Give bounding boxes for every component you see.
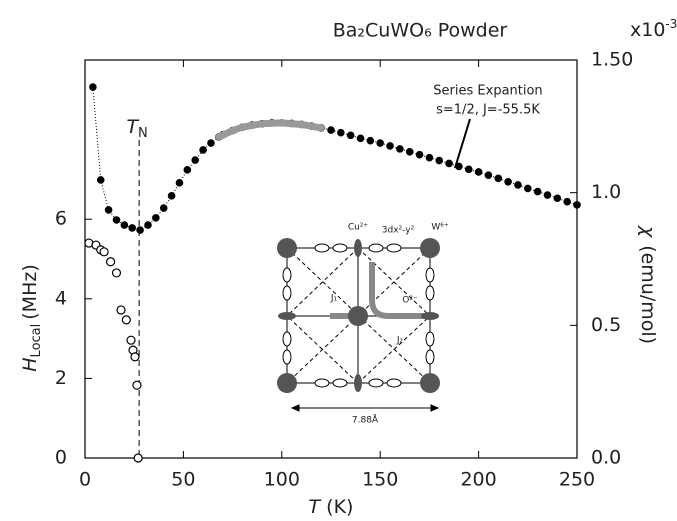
open-point	[133, 453, 143, 463]
y2-tick-label: 0.0	[591, 447, 621, 469]
y-tick-label: 2	[55, 367, 67, 389]
inset-label: Cu²⁺	[348, 223, 369, 233]
open-point	[116, 305, 126, 315]
point	[120, 221, 129, 229]
inset-lattice	[277, 238, 440, 412]
point	[425, 153, 434, 162]
y-tick-label: 0	[55, 447, 67, 469]
point	[128, 224, 137, 232]
y2-multiplier: x10-3	[630, 17, 677, 41]
x-tick-label: 150	[362, 469, 398, 491]
x-tick-label: 0	[79, 469, 91, 491]
chart-title: Ba₂CuWO₆ Powder	[333, 20, 508, 42]
point	[346, 131, 355, 140]
point	[396, 145, 404, 153]
point	[484, 171, 493, 179]
point	[183, 166, 192, 174]
y-axis-label: HLocal(MHz)	[19, 264, 44, 371]
point	[167, 192, 176, 200]
point	[445, 159, 453, 168]
point	[514, 181, 522, 189]
annotation: s=1/2, J=-55.5K	[436, 103, 540, 118]
point	[455, 162, 463, 171]
point	[366, 136, 375, 145]
open-point	[130, 352, 140, 362]
point	[435, 156, 444, 165]
y-tick-label: 4	[55, 287, 67, 309]
point	[144, 221, 152, 229]
point	[152, 214, 160, 222]
y2-tick-label: 1.50	[591, 49, 633, 71]
inset-label: W⁶⁺	[431, 223, 449, 233]
point	[376, 139, 385, 147]
point	[523, 184, 532, 193]
point	[112, 216, 121, 224]
point	[415, 150, 424, 159]
point	[327, 126, 335, 134]
point	[159, 204, 168, 212]
point	[104, 206, 113, 214]
point	[96, 176, 105, 184]
point	[464, 165, 473, 174]
y2-tick-label: 0.5	[591, 314, 621, 336]
x-tick-label: 200	[460, 469, 496, 491]
point	[89, 83, 97, 91]
inset-label: J₂	[396, 336, 404, 346]
point	[543, 191, 552, 199]
annotation: Series Expantion	[433, 84, 542, 99]
open-point	[99, 247, 109, 257]
fit-curve	[215, 119, 325, 141]
open-point	[111, 268, 122, 278]
point	[337, 128, 345, 137]
y2-axis-label: χ(emu/mol)	[638, 225, 660, 344]
annotation-pointer	[454, 118, 471, 169]
x-tick-label: 250	[559, 469, 595, 491]
point	[199, 146, 207, 154]
point	[474, 168, 483, 176]
x-tick-label: 100	[264, 469, 300, 491]
inset-label: 3dx²-y²	[382, 226, 415, 236]
open-point	[105, 257, 116, 267]
point	[563, 197, 571, 206]
point	[533, 187, 542, 196]
y-tick-label: 6	[55, 208, 67, 230]
point	[405, 148, 414, 156]
inset-label: 7.88Å	[352, 414, 379, 426]
point	[207, 139, 215, 147]
point	[175, 179, 184, 187]
point	[136, 226, 144, 234]
open-point	[126, 335, 136, 345]
y2-tick-label: 1.0	[591, 181, 621, 203]
point	[553, 194, 562, 203]
inset-label: O²⁻	[402, 296, 418, 306]
point	[504, 177, 512, 186]
point	[356, 134, 365, 143]
point	[494, 174, 503, 183]
point	[191, 156, 200, 164]
x-axis-label: T (K)	[309, 496, 354, 518]
open-point	[132, 380, 142, 390]
point	[573, 201, 581, 209]
point	[386, 142, 394, 150]
open-point	[121, 315, 131, 325]
x-tick-label: 50	[171, 469, 195, 491]
inset-label: J₁	[330, 294, 338, 304]
plot-frame	[84, 59, 578, 459]
tn-label: TN	[126, 116, 147, 141]
